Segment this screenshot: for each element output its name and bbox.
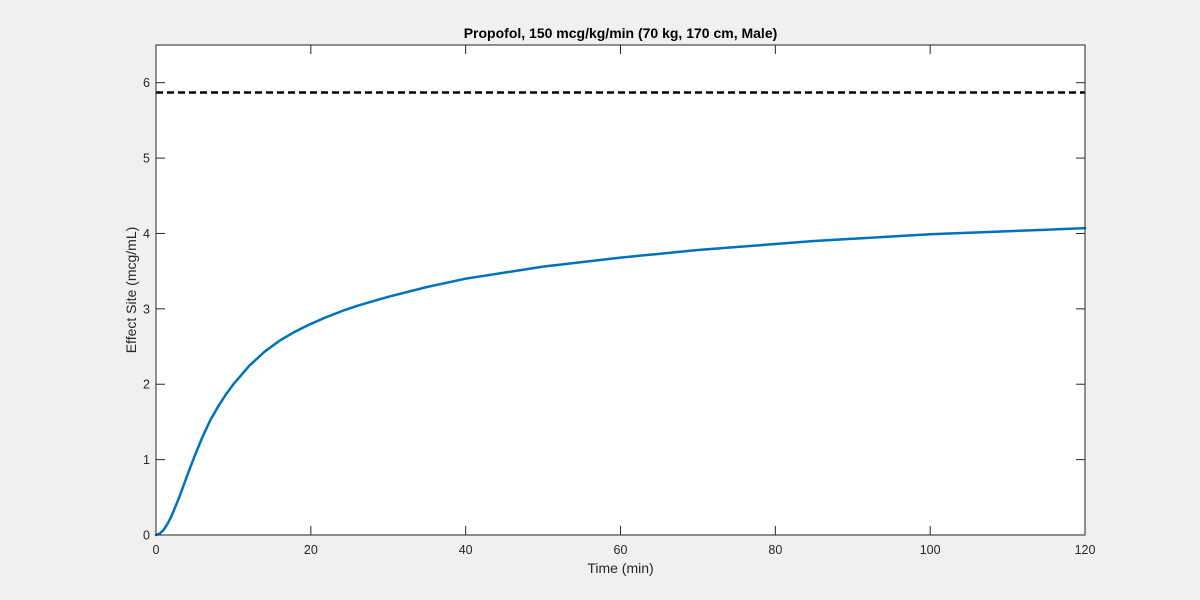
- chart-title: Propofol, 150 mcg/kg/min (70 kg, 170 cm,…: [464, 25, 778, 41]
- x-tick-label: 80: [768, 543, 782, 557]
- y-tick-label: 3: [143, 302, 150, 316]
- y-tick-label: 4: [143, 227, 150, 241]
- y-tick-label: 2: [143, 378, 150, 392]
- y-axis-title: Effect Site (mcg/mL): [123, 227, 139, 354]
- x-tick-label: 120: [1075, 543, 1096, 557]
- x-tick-label: 20: [304, 543, 318, 557]
- plot-area: [156, 45, 1085, 535]
- x-tick-label: 100: [920, 543, 941, 557]
- x-axis-title: Time (min): [587, 560, 653, 576]
- y-tick-label: 0: [143, 529, 150, 543]
- series-layer: [154, 91, 1087, 537]
- x-tick-label: 60: [614, 543, 628, 557]
- y-tick-label: 1: [143, 453, 150, 467]
- y-tick-label: 5: [143, 152, 150, 166]
- ticks-layer: 0 20 40 60 80 100 120 0 1 2 3 4 5 6: [143, 45, 1095, 557]
- x-tick-label: 40: [459, 543, 473, 557]
- y-tick-label: 6: [143, 76, 150, 90]
- x-tick-label: 0: [153, 543, 160, 557]
- effect-site-curve: [154, 226, 1087, 537]
